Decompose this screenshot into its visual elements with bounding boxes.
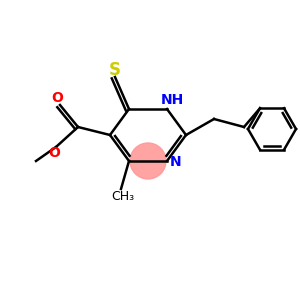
Text: O: O	[51, 91, 63, 105]
Text: O: O	[48, 146, 60, 160]
Text: CH₃: CH₃	[111, 190, 135, 203]
Text: NH: NH	[160, 93, 184, 107]
Circle shape	[130, 143, 166, 179]
Text: N: N	[170, 155, 182, 169]
Text: S: S	[109, 61, 121, 79]
